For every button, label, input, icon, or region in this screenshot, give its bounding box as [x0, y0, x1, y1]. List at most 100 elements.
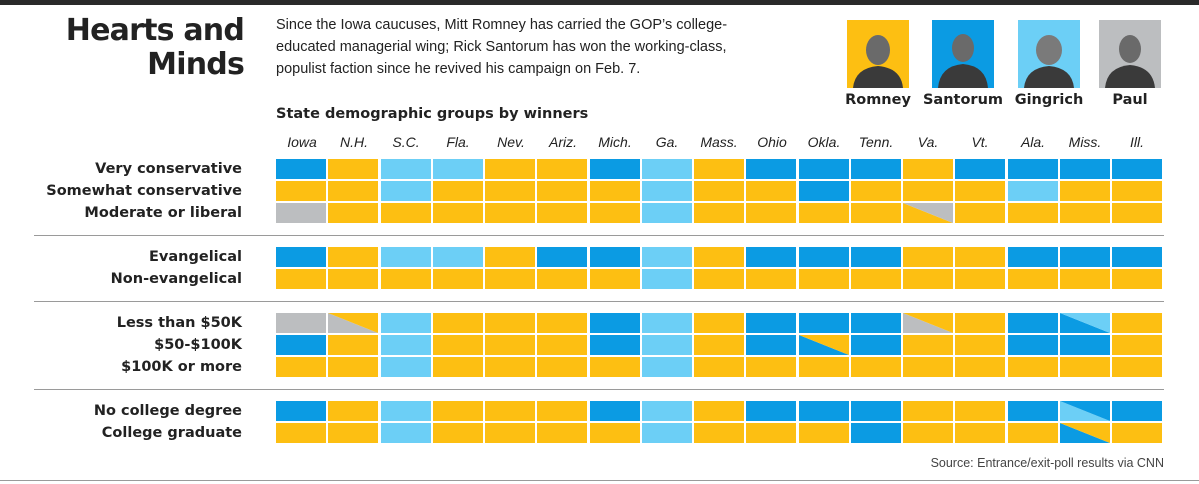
row-label: Very conservative [95, 161, 242, 177]
grid-cell [590, 159, 640, 179]
grid-cell [694, 401, 744, 421]
grid-cell [433, 247, 483, 267]
bottom-rule [0, 480, 1199, 481]
grid-cell [1112, 401, 1162, 421]
grid-cell [694, 181, 744, 201]
grid-cell [381, 401, 431, 421]
row-label: College graduate [101, 425, 242, 441]
grid-cell [955, 313, 1005, 333]
grid-cell [1008, 247, 1058, 267]
grid-cell [276, 159, 326, 179]
grid-cell [1112, 335, 1162, 355]
grid-cell [642, 181, 692, 201]
grid-cell [851, 401, 901, 421]
state-header: Ga. [655, 134, 679, 150]
grid-cell [276, 269, 326, 289]
grid-cell [590, 203, 640, 223]
grid-cell [851, 357, 901, 377]
grid-cell [1008, 313, 1058, 333]
intro-line-3: populist faction since he revived his ca… [276, 61, 641, 77]
grid-cell [590, 423, 640, 443]
grid-cell [1060, 203, 1110, 223]
grid-cell-split [903, 313, 953, 333]
group-divider [34, 389, 1164, 390]
gingrich-photo [1018, 20, 1080, 88]
grid-cell [485, 423, 535, 443]
intro-line-1: Since the Iowa caucuses, Mitt Romney has… [276, 17, 728, 33]
grid-cell [746, 203, 796, 223]
grid-cell [381, 181, 431, 201]
grid-cell [903, 357, 953, 377]
state-header: Nev. [497, 134, 525, 150]
grid-cell-split [1060, 313, 1110, 333]
grid-cell [328, 203, 378, 223]
state-header: Ala. [1020, 134, 1046, 150]
state-header: Mich. [598, 134, 632, 150]
grid-cell [485, 269, 535, 289]
grid-cell [642, 159, 692, 179]
grid-cell [642, 357, 692, 377]
grid-cell [694, 335, 744, 355]
grid-cell [746, 335, 796, 355]
grid-cell [328, 401, 378, 421]
chart-subtitle: State demographic groups by winners [276, 106, 589, 122]
state-header: Ohio [757, 134, 787, 150]
grid-cell [1008, 181, 1058, 201]
grid-cell [955, 159, 1005, 179]
grid-cell [537, 247, 587, 267]
grid-cell [903, 401, 953, 421]
grid-cell [1112, 247, 1162, 267]
state-header: Va. [917, 134, 939, 150]
grid-cell [1060, 181, 1110, 201]
grid-cell [1112, 313, 1162, 333]
grid-cell [485, 357, 535, 377]
grid-cell [642, 423, 692, 443]
title-line-1: Hearts and [65, 13, 245, 48]
grid-cell [433, 401, 483, 421]
grid-cell [537, 313, 587, 333]
state-header: Ill. [1130, 134, 1144, 150]
grid-cell [433, 181, 483, 201]
grid-cell [433, 269, 483, 289]
grid-cell [799, 269, 849, 289]
row-label: Less than $50K [116, 315, 242, 331]
intro-line-2: educated managerial wing; Rick Santorum … [276, 39, 727, 55]
state-header: Iowa [287, 134, 317, 150]
grid-cell [276, 247, 326, 267]
grid-cell [955, 269, 1005, 289]
grid-cell [955, 357, 1005, 377]
grid-cell [851, 203, 901, 223]
grid-cell [694, 357, 744, 377]
grid-cell [276, 181, 326, 201]
group-divider [34, 235, 1164, 236]
grid-cell [381, 423, 431, 443]
row-label: Evangelical [149, 249, 242, 265]
grid-cell-half [799, 335, 849, 355]
grid-cell [328, 357, 378, 377]
grid-cell [433, 357, 483, 377]
state-header: N.H. [340, 134, 368, 150]
grid-cell [485, 335, 535, 355]
legend-gingrich: Gingrich [1014, 92, 1084, 108]
state-header: Mass. [700, 134, 738, 150]
grid-cell [433, 335, 483, 355]
grid-cell [955, 401, 1005, 421]
grid-cell [433, 313, 483, 333]
state-header: Okla. [807, 134, 841, 150]
grid-cell [485, 181, 535, 201]
legend-santorum: Santorum [922, 92, 1004, 108]
grid-cell [381, 159, 431, 179]
grid-cell [276, 423, 326, 443]
grid-cell [1008, 423, 1058, 443]
grid-cell [746, 423, 796, 443]
state-header: S.C. [392, 134, 420, 150]
grid-cell-split [1060, 423, 1110, 443]
grid-cell [694, 247, 744, 267]
grid-cell [485, 203, 535, 223]
grid-cell [381, 313, 431, 333]
grid-cell [433, 423, 483, 443]
grid-cell [328, 159, 378, 179]
grid-cell [1112, 181, 1162, 201]
grid-cell [955, 181, 1005, 201]
